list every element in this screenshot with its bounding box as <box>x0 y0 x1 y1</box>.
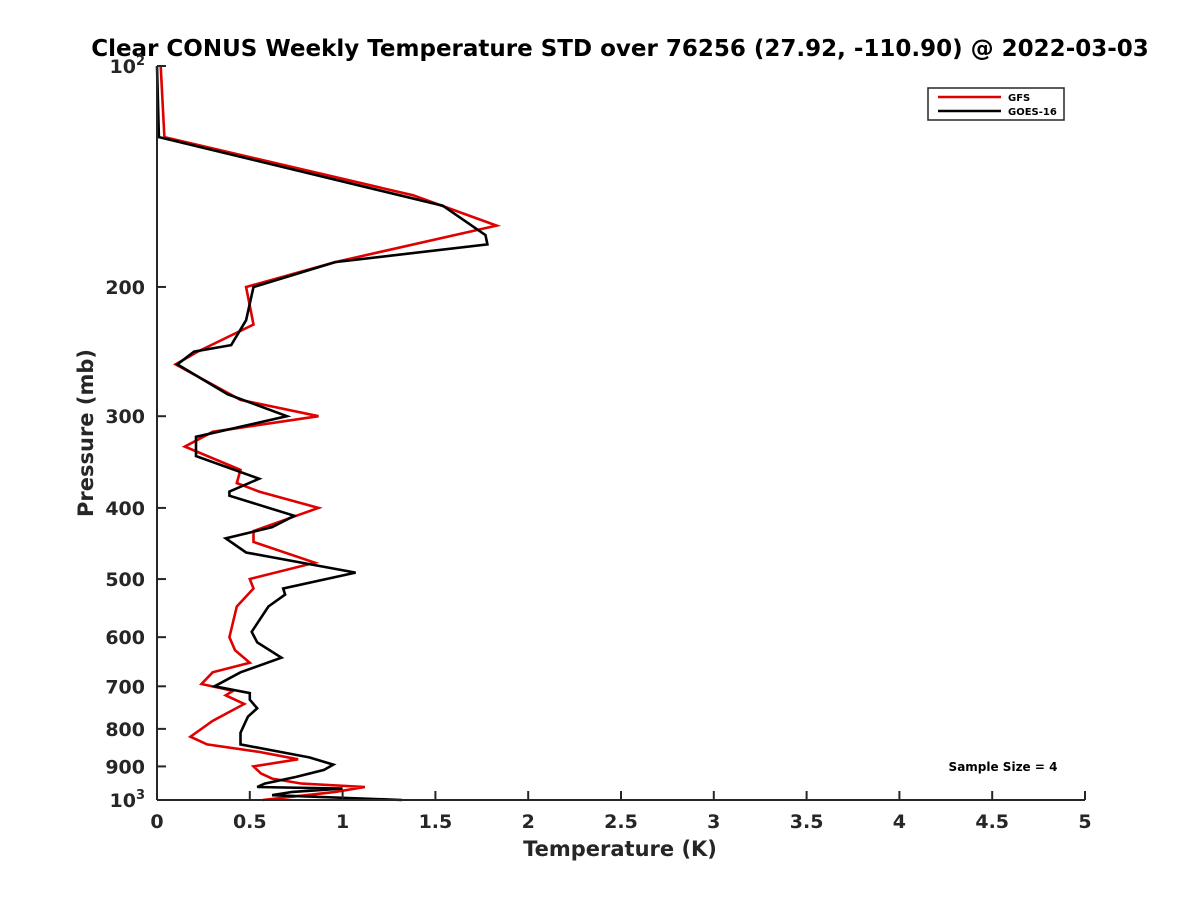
y-tick-label: 800 <box>105 719 145 741</box>
y-tick-label: 600 <box>105 627 145 649</box>
x-tick-label: 5 <box>1078 811 1091 833</box>
legend: GFS GOES-16 <box>927 87 1065 121</box>
legend-label-gfs: GFS <box>1008 93 1030 104</box>
x-tick-label: 0 <box>150 811 163 833</box>
y-tick-label: 700 <box>105 676 145 698</box>
series-line-goes-16 <box>155 65 489 802</box>
x-tick-label: 1 <box>336 811 349 833</box>
x-tick-label: 2.5 <box>604 811 638 833</box>
x-tick-label: 2 <box>522 811 535 833</box>
x-tick-label: 3.5 <box>790 811 824 833</box>
x-tick-label: 1.5 <box>419 811 453 833</box>
series-line-gfs <box>159 65 502 802</box>
x-axis-label: Temperature (K) <box>523 837 717 861</box>
series-lines <box>155 65 502 802</box>
x-tick-label: 4.5 <box>975 811 1009 833</box>
chart-title: Clear CONUS Weekly Temperature STD over … <box>91 36 1149 62</box>
y-tick-label: 500 <box>105 569 145 591</box>
y-tick-label: 103 <box>110 788 146 812</box>
axes: 0 0.5 1 1.5 2 2.5 3 3.5 4 4.5 5 102 200 300 400 500 600 7… <box>105 54 1091 833</box>
x-tick-label: 4 <box>893 811 906 833</box>
y-tick-label: 900 <box>105 756 145 778</box>
legend-label-goes-16: GOES-16 <box>1008 107 1057 118</box>
y-tick-label: 200 <box>105 277 145 299</box>
x-tick-label: 0.5 <box>233 811 267 833</box>
y-tick-label: 300 <box>105 406 145 428</box>
y-tick-label: 102 <box>110 54 146 78</box>
legend-box <box>927 87 1065 121</box>
sample-size-annotation: Sample Size = 4 <box>949 760 1058 774</box>
y-axis-label: Pressure (mb) <box>74 349 98 517</box>
x-tick-label: 3 <box>707 811 720 833</box>
y-tick-label: 400 <box>105 498 145 520</box>
